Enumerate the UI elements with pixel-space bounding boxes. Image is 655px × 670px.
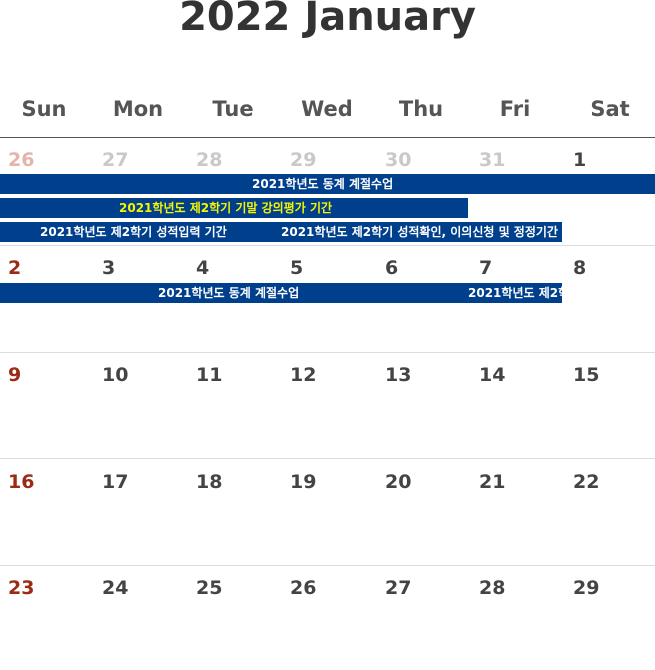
day-cell-date[interactable]: 21 xyxy=(479,471,506,493)
day-cell-date[interactable]: 4 xyxy=(196,257,210,279)
event-label: 2021학년도 동계 계절수업 xyxy=(252,177,394,191)
event-bar-winter-session[interactable]: 2021학년도 동계 계절수업 xyxy=(0,174,655,194)
day-cell-date[interactable]: 17 xyxy=(102,471,129,493)
event-label: 2021학년도 제2학기 기말 강의평가 기간 xyxy=(119,201,333,215)
day-cell-date[interactable]: 20 xyxy=(385,471,412,493)
day-cell-date[interactable]: 26 xyxy=(290,577,317,599)
day-cell-date[interactable]: 15 xyxy=(573,364,600,386)
day-cell-date[interactable]: 29 xyxy=(573,577,600,599)
weekday-mon: Mon xyxy=(112,97,164,121)
day-cell-date[interactable]: 6 xyxy=(385,257,399,279)
day-cell-date[interactable]: 14 xyxy=(479,364,506,386)
weekday-thu: Thu xyxy=(398,97,444,121)
day-cell-date[interactable]: 12 xyxy=(290,364,317,386)
event-label: 2021학년도 제2학기 성적확인, 이의신청 및 정정기간 xyxy=(468,286,562,300)
week-divider xyxy=(0,565,655,566)
day-cell-date[interactable]: 19 xyxy=(290,471,317,493)
day-cell-date[interactable]: 28 xyxy=(479,577,506,599)
day-cell-date[interactable]: 1 xyxy=(573,149,587,171)
day-cell-date[interactable]: 7 xyxy=(479,257,493,279)
day-cell-date[interactable]: 5 xyxy=(290,257,304,279)
event-bar-lecture-evaluation[interactable]: 2021학년도 제2학기 기말 강의평가 기간 xyxy=(0,198,468,218)
day-cell-date[interactable]: 31 xyxy=(479,149,506,171)
day-cell-date[interactable]: 24 xyxy=(102,577,129,599)
event-label: 2021학년도 제2학기 성적확인, 이의신청 및 정정기간 xyxy=(281,225,558,239)
day-cell-date[interactable]: 22 xyxy=(573,471,600,493)
week-divider xyxy=(0,245,655,246)
day-cell-date[interactable]: 26 xyxy=(8,149,35,171)
event-label: 2021학년도 제2학기 성적입력 기간 xyxy=(40,225,227,239)
day-cell-date[interactable]: 11 xyxy=(196,364,223,386)
event-label: 2021학년도 동계 계절수업 xyxy=(158,286,300,300)
day-cell-date[interactable]: 16 xyxy=(8,471,35,493)
day-cell-date[interactable]: 9 xyxy=(8,364,22,386)
event-bar-grade-input[interactable]: 2021학년도 제2학기 성적입력 기간 xyxy=(0,222,273,242)
calendar-title: 2022 January xyxy=(179,0,476,40)
day-cell-date[interactable]: 13 xyxy=(385,364,412,386)
weekday-wed: Wed xyxy=(301,97,353,121)
day-cell-date[interactable]: 30 xyxy=(385,149,412,171)
day-cell-date[interactable]: 28 xyxy=(196,149,223,171)
week-divider xyxy=(0,458,655,459)
day-cell-date[interactable]: 10 xyxy=(102,364,129,386)
day-cell-date[interactable]: 25 xyxy=(196,577,223,599)
day-cell-date[interactable]: 29 xyxy=(290,149,317,171)
day-cell-date[interactable]: 3 xyxy=(102,257,116,279)
day-cell-date[interactable]: 2 xyxy=(8,257,22,279)
week-divider xyxy=(0,352,655,353)
weekday-tue: Tue xyxy=(212,97,254,121)
day-cell-date[interactable]: 23 xyxy=(8,577,35,599)
day-cell-date[interactable]: 27 xyxy=(102,149,129,171)
header-divider xyxy=(0,137,655,138)
weekday-sun: Sun xyxy=(21,97,67,121)
weekday-fri: Fri xyxy=(499,97,531,121)
event-bar-grade-check[interactable]: 2021학년도 제2학기 성적확인, 이의신청 및 정정기간 xyxy=(273,222,562,242)
weekday-sat: Sat xyxy=(590,97,630,121)
day-cell-date[interactable]: 8 xyxy=(573,257,587,279)
day-cell-date[interactable]: 18 xyxy=(196,471,223,493)
day-cell-date[interactable]: 27 xyxy=(385,577,412,599)
event-bar-winter-session-week2[interactable]: 2021학년도 동계 계절수업 2021학년도 제2학기 성적확인, 이의신청 … xyxy=(0,283,562,303)
